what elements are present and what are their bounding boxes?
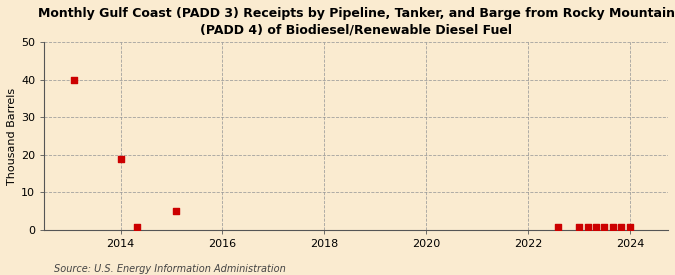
Point [624, 225, 635, 229]
Point [583, 225, 593, 229]
Point [616, 225, 626, 229]
Text: Source: U.S. Energy Information Administration: Source: U.S. Energy Information Administ… [54, 264, 286, 274]
Y-axis label: Thousand Barrels: Thousand Barrels [7, 87, 17, 185]
Title: Monthly Gulf Coast (PADD 3) Receipts by Pipeline, Tanker, and Barge from Rocky M: Monthly Gulf Coast (PADD 3) Receipts by … [38, 7, 674, 37]
Point [115, 156, 126, 161]
Point [591, 225, 601, 229]
Point [608, 225, 618, 229]
Point [132, 225, 143, 229]
Point [574, 225, 585, 229]
Point [552, 225, 563, 229]
Point [68, 78, 79, 82]
Point [170, 209, 181, 213]
Point [599, 225, 610, 229]
